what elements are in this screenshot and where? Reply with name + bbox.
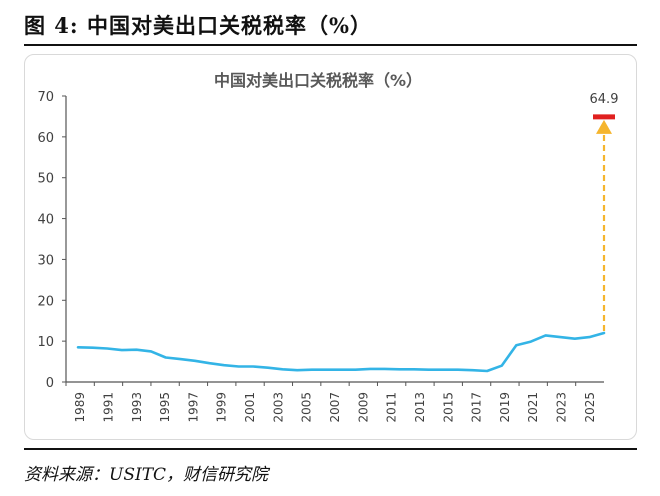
x-tick-label: 1991 bbox=[101, 392, 115, 423]
figure-title: 图 4: 中国对美出口关税税率（%） bbox=[24, 13, 372, 38]
x-tick-label: 2011 bbox=[385, 392, 399, 423]
chart-title: 中国对美出口关税税率（%） bbox=[214, 71, 422, 90]
x-tick-label: 1989 bbox=[73, 392, 87, 423]
title-rule bbox=[24, 44, 637, 46]
increase-arrow-head bbox=[596, 119, 612, 134]
y-tick-label: 20 bbox=[37, 294, 54, 309]
x-tick-label: 2005 bbox=[300, 392, 314, 423]
x-tick-label: 2019 bbox=[498, 392, 512, 423]
x-tick-label: 1997 bbox=[186, 392, 200, 423]
chart-frame bbox=[24, 54, 637, 440]
x-tick-label: 2001 bbox=[243, 392, 257, 423]
tariff-rate-line bbox=[76, 331, 606, 373]
x-tick-label: 1995 bbox=[158, 392, 172, 423]
y-tick-label: 50 bbox=[37, 172, 54, 187]
chart-axes: 0 10 20 30 40 50 60 70 1989 1991 1993 1995 1997 1999 2… bbox=[37, 90, 604, 423]
x-tick-label: 2009 bbox=[356, 392, 370, 423]
y-tick-label: 10 bbox=[37, 335, 54, 350]
x-tick-label: 2021 bbox=[526, 392, 540, 423]
chart-plot: 64.9 bbox=[76, 92, 619, 373]
x-tick-label: 2013 bbox=[413, 392, 427, 423]
x-tick-label: 2025 bbox=[583, 392, 597, 423]
target-rate-label: 64.9 bbox=[590, 92, 619, 107]
x-tick-label: 2023 bbox=[555, 392, 569, 423]
x-tick-label: 1999 bbox=[215, 392, 229, 423]
y-tick-label: 70 bbox=[37, 90, 54, 105]
x-tick-label: 2003 bbox=[271, 392, 285, 423]
x-tick-label: 2007 bbox=[328, 392, 342, 423]
y-tick-label: 30 bbox=[37, 253, 54, 268]
x-tick-label: 1993 bbox=[130, 392, 144, 423]
x-tick-label: 2015 bbox=[441, 392, 455, 423]
x-tick-label: 2017 bbox=[470, 392, 484, 423]
y-tick-label: 0 bbox=[46, 376, 54, 391]
y-tick-label: 60 bbox=[37, 131, 54, 146]
source-rule bbox=[24, 448, 637, 450]
source-note: 资料来源：USITC，财信研究院 bbox=[24, 465, 269, 485]
y-tick-label: 40 bbox=[37, 213, 54, 228]
